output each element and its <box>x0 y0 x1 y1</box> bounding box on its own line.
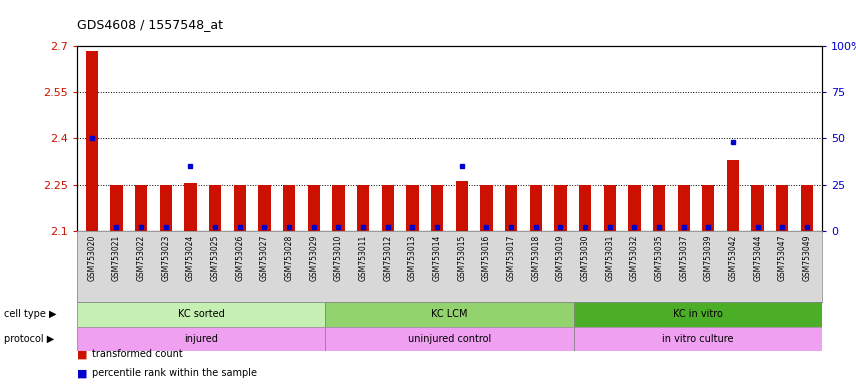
Bar <box>653 185 665 231</box>
Bar <box>77 327 325 351</box>
Text: GSM753020: GSM753020 <box>87 234 97 281</box>
Bar <box>307 185 320 231</box>
Bar <box>332 185 345 231</box>
Text: GSM753035: GSM753035 <box>655 234 663 281</box>
Bar <box>77 302 325 327</box>
Text: GSM753022: GSM753022 <box>137 234 146 281</box>
Text: GSM753024: GSM753024 <box>186 234 195 281</box>
Text: GSM753014: GSM753014 <box>432 234 442 281</box>
Text: GSM753026: GSM753026 <box>235 234 244 281</box>
Bar <box>579 185 591 231</box>
Text: GSM753023: GSM753023 <box>161 234 170 281</box>
Bar <box>727 160 739 231</box>
Text: GSM753044: GSM753044 <box>753 234 762 281</box>
Bar <box>752 185 764 231</box>
Bar <box>480 185 492 231</box>
Bar <box>554 185 567 231</box>
Bar <box>283 185 295 231</box>
Text: GSM753025: GSM753025 <box>211 234 220 281</box>
Bar <box>677 185 690 231</box>
Text: GSM753030: GSM753030 <box>580 234 590 281</box>
Bar <box>574 302 822 327</box>
Text: GSM753011: GSM753011 <box>359 234 367 281</box>
Text: GSM753013: GSM753013 <box>408 234 417 281</box>
Bar <box>110 185 122 231</box>
Bar <box>86 51 98 231</box>
Text: protocol ▶: protocol ▶ <box>4 334 55 344</box>
Bar <box>776 185 788 231</box>
Text: GSM753027: GSM753027 <box>260 234 269 281</box>
Bar <box>135 185 147 231</box>
Bar <box>325 302 574 327</box>
Text: GSM753047: GSM753047 <box>778 234 787 281</box>
Bar <box>530 185 542 231</box>
Text: GDS4608 / 1557548_at: GDS4608 / 1557548_at <box>77 18 223 31</box>
Bar <box>325 327 574 351</box>
Text: ■: ■ <box>77 369 87 379</box>
Text: GSM753037: GSM753037 <box>679 234 688 281</box>
Text: GSM753012: GSM753012 <box>383 234 392 281</box>
Text: uninjured control: uninjured control <box>407 334 491 344</box>
Text: in vitro culture: in vitro culture <box>662 334 734 344</box>
Text: GSM753039: GSM753039 <box>704 234 713 281</box>
Text: GSM753010: GSM753010 <box>334 234 343 281</box>
Bar <box>431 185 443 231</box>
Text: GSM753021: GSM753021 <box>112 234 121 281</box>
Text: GSM753032: GSM753032 <box>630 234 639 281</box>
Bar <box>209 185 222 231</box>
Bar <box>801 185 813 231</box>
Bar <box>160 185 172 231</box>
Bar <box>259 185 270 231</box>
Text: GSM753049: GSM753049 <box>802 234 811 281</box>
Text: KC in vitro: KC in vitro <box>673 309 722 319</box>
Bar <box>184 183 197 231</box>
Text: GSM753017: GSM753017 <box>507 234 515 281</box>
Text: GSM753016: GSM753016 <box>482 234 490 281</box>
Bar <box>455 182 468 231</box>
Text: transformed count: transformed count <box>92 349 183 359</box>
Bar <box>574 327 822 351</box>
Text: GSM753015: GSM753015 <box>457 234 467 281</box>
Text: GSM753018: GSM753018 <box>532 234 540 281</box>
Bar <box>628 185 640 231</box>
Text: GSM753031: GSM753031 <box>605 234 615 281</box>
Text: cell type ▶: cell type ▶ <box>4 309 56 319</box>
Text: KC sorted: KC sorted <box>178 309 224 319</box>
Bar <box>603 185 615 231</box>
Text: injured: injured <box>184 334 218 344</box>
Text: GSM753029: GSM753029 <box>309 234 318 281</box>
Bar <box>505 185 517 231</box>
Text: GSM753028: GSM753028 <box>284 234 294 281</box>
Text: GSM753042: GSM753042 <box>728 234 738 281</box>
Text: ■: ■ <box>77 349 87 359</box>
Bar <box>407 185 419 231</box>
Bar <box>702 185 715 231</box>
Bar <box>382 185 394 231</box>
Text: GSM753019: GSM753019 <box>556 234 565 281</box>
Text: KC LCM: KC LCM <box>431 309 467 319</box>
Bar <box>234 185 246 231</box>
Text: percentile rank within the sample: percentile rank within the sample <box>92 369 258 379</box>
Bar <box>357 185 369 231</box>
